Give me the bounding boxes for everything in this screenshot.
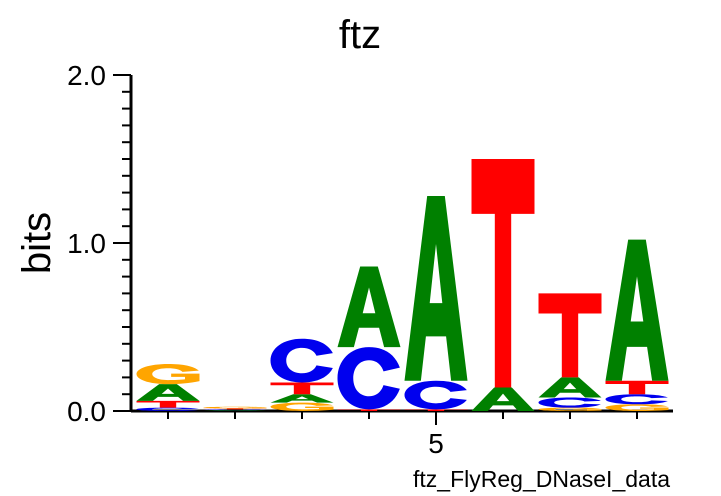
letter-T-glyph [538,293,602,378]
letter-A-glyph [136,384,200,401]
letter-C-glyph [404,380,467,410]
chart-title: ftz [339,13,381,57]
logo-column-4 [337,266,401,411]
letter-T-glyph [270,382,334,395]
letter-G-glyph [270,402,334,411]
letter-G-glyph [136,363,200,385]
letter-T-glyph [605,380,669,395]
letter-A-glyph [404,195,468,381]
letter-A-glyph [538,377,602,398]
letter-C-glyph [538,397,601,408]
x-axis-ticks: 5 [167,411,638,459]
logo-column-8 [605,239,669,411]
letter-C-glyph [605,394,668,405]
letter-C-glyph [136,407,199,411]
logo-column-6 [471,159,535,411]
letter-G-glyph [538,407,602,411]
letter-G-glyph [605,404,669,411]
logo-column-3 [270,338,334,411]
letter-T-glyph [203,408,267,410]
logo-column-7 [538,293,602,411]
letter-A-glyph [337,266,401,348]
letter-T-glyph [136,400,200,408]
x-axis-label: ftz_FlyReg_DNaseI_data [413,466,670,492]
y-axis-label: bits [15,212,59,274]
y-tick-label: 0.0 [67,396,106,427]
letter-C-glyph [270,338,333,383]
letter-C-glyph [337,347,400,410]
y-axis-ticks: 0.0 1.0 2.0 [67,60,131,427]
logo-column-1 [136,363,200,411]
x-tick-label: 5 [428,428,444,459]
letter-A-glyph [605,239,669,381]
letter-A-glyph [471,387,535,411]
letter-G-glyph [203,406,267,409]
letter-stacks [136,159,669,411]
logo-column-5 [404,195,468,411]
letter-T-glyph [471,159,535,388]
y-tick-label: 2.0 [67,60,106,91]
y-tick-label: 1.0 [67,228,106,259]
letter-A-glyph [270,394,334,403]
